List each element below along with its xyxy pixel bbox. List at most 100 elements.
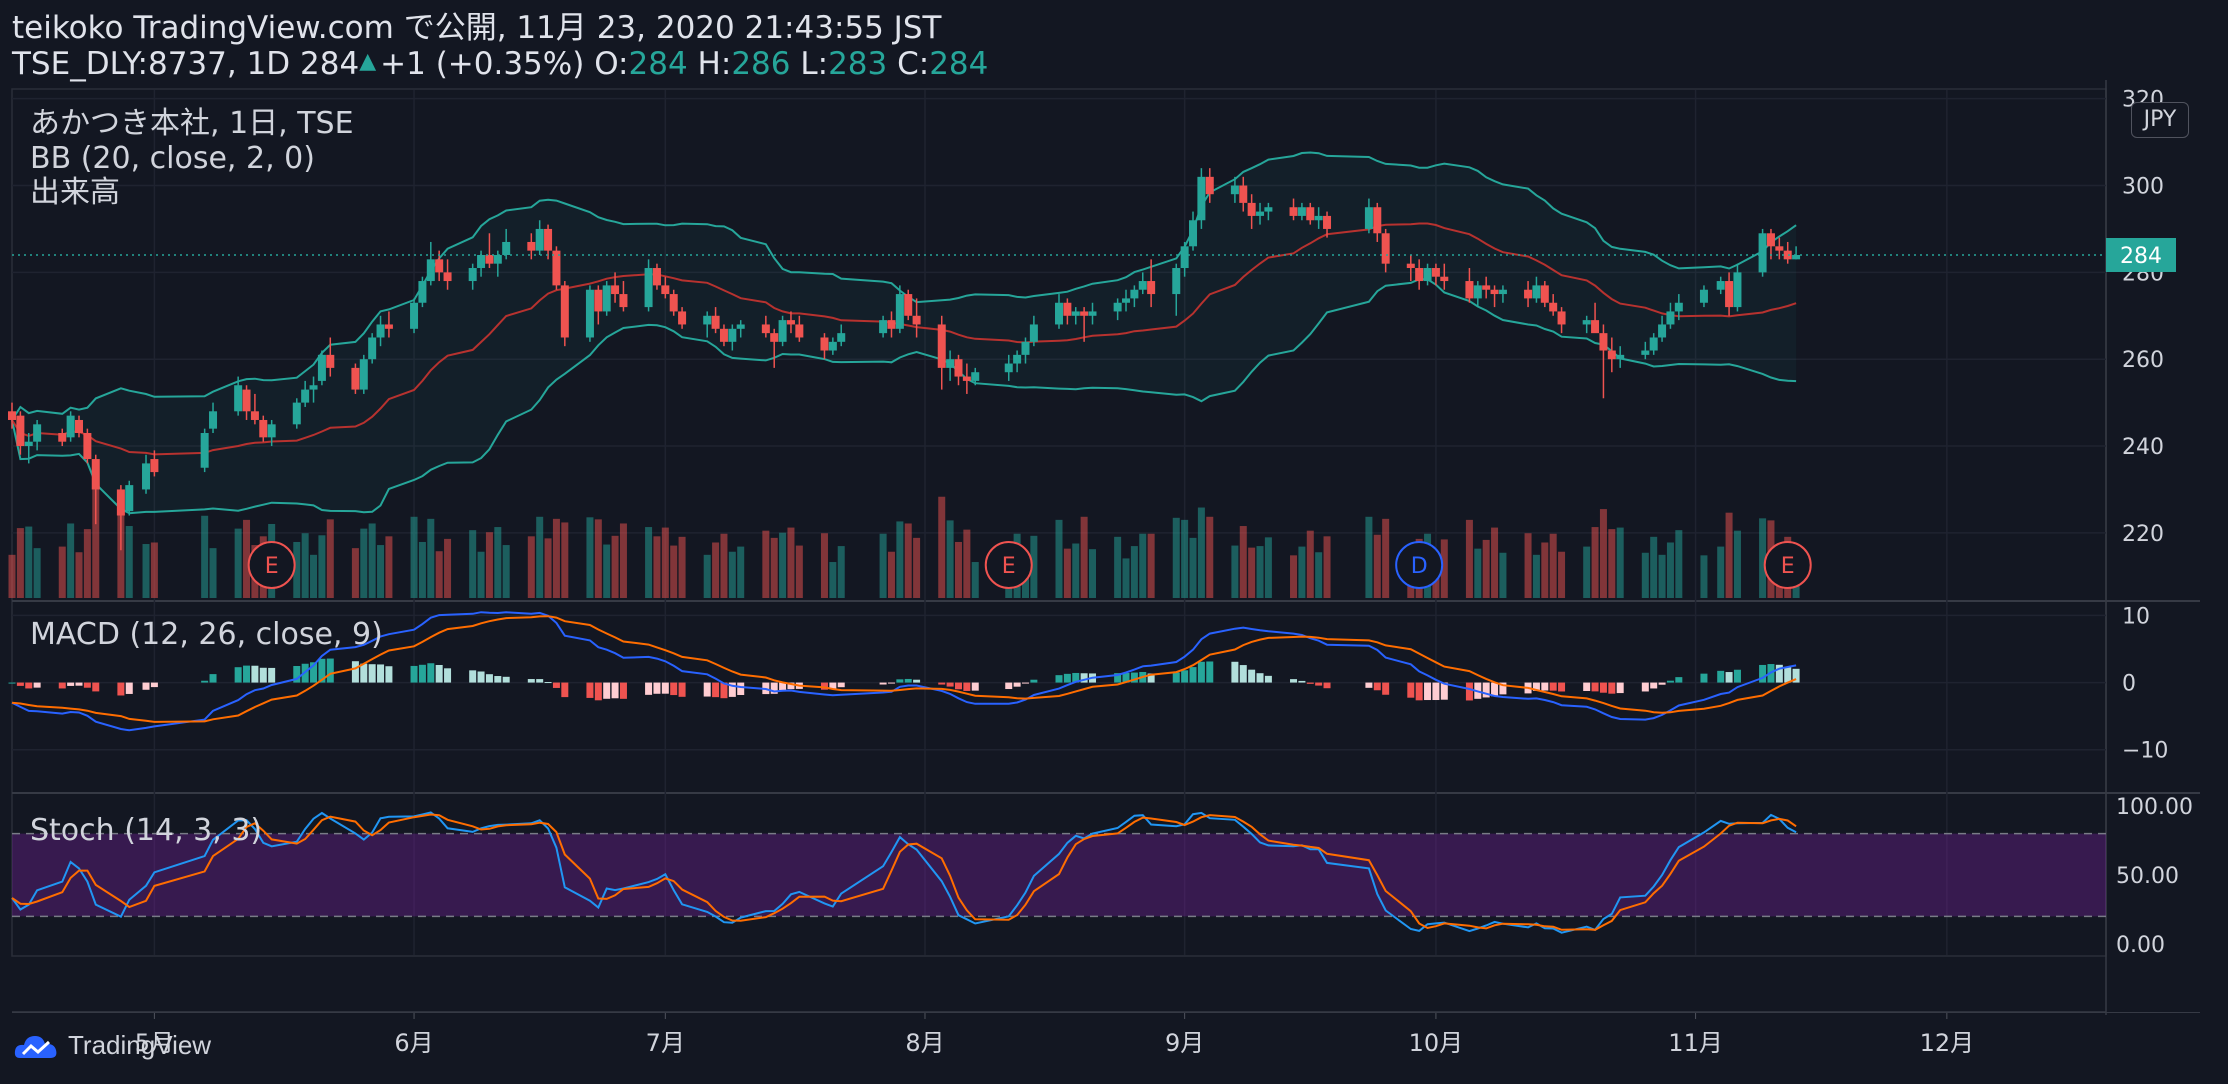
volume-bar [1440,539,1448,598]
volume-bar [1700,555,1708,598]
volume-bar [1239,526,1247,598]
macd-histogram-bar [1440,682,1448,700]
volume-bar [301,533,309,598]
volume-bar [879,533,887,598]
candle-body [1699,289,1708,303]
volume-bar [326,519,334,598]
candle-body [66,415,75,438]
candle [778,315,787,347]
high-value: 286 [731,46,791,82]
stoch-tick-label: 50.00 [2116,864,2179,889]
candle-body [1607,350,1616,360]
candle [1616,346,1625,368]
candle [1180,241,1189,277]
macd-histogram-bar [75,682,83,686]
candle-body [301,389,310,403]
legend-macd: MACD (12, 26, close, 9) [30,617,383,652]
candle [786,311,795,334]
candle-body [1733,272,1742,308]
candle-body [1247,202,1256,216]
candle [962,363,971,394]
candle [125,480,134,516]
macd-histogram-bar [1256,673,1264,683]
candle-body [1549,302,1558,312]
macd-histogram-bar [142,682,150,690]
volume-bar [1089,549,1097,598]
macd-histogram-bar [536,679,544,683]
macd-histogram-bar [904,678,912,683]
volume-bar [125,526,133,598]
high-label: H: [697,46,732,82]
volume-bar [820,533,828,598]
candle [200,428,209,473]
candle-body [1147,281,1156,295]
currency-button[interactable]: JPY [2131,102,2189,138]
volume-bar [594,519,602,598]
candle [937,315,946,390]
candle [837,324,846,347]
volume-bar [310,554,318,598]
candle [8,402,16,429]
macd-histogram-bar [527,679,535,683]
candle [1792,246,1801,260]
candle-body [1013,354,1022,364]
candle-body [1080,311,1089,316]
candle [560,281,569,347]
macd-histogram-bar [1583,682,1591,691]
macd-histogram-bar [150,682,158,688]
volume-bar [1231,545,1239,598]
legend-bb: BB (20, close, 2, 0) [30,141,315,176]
volume-bar [536,516,544,598]
open-value: 284 [628,46,688,82]
candle [1440,263,1449,290]
candle [652,263,661,290]
close-label: C: [897,46,930,82]
candle-body [669,294,678,312]
macd-histogram-bar [586,682,594,698]
candle-body [1289,207,1298,216]
volume-bar [603,544,611,598]
candle [820,333,829,360]
volume-bar [469,530,477,598]
candle-body [652,268,661,286]
legend-stoch: Stoch (14, 3, 3) [30,813,263,848]
volume-bar [938,496,946,598]
macd-histogram-bar [552,682,560,688]
candle [552,246,561,290]
macd-histogram-bar [820,682,828,690]
volume-bar [1583,546,1591,598]
candle-body [267,424,276,438]
candle [142,454,151,494]
volume-bar [1139,533,1147,598]
candle [1733,263,1742,312]
macd-histogram-bar [561,682,569,698]
candle-body [879,320,888,334]
candle-body [468,268,477,282]
volume-bar [477,551,485,598]
macd-histogram-bar [544,682,552,684]
candle [1549,294,1558,316]
candle [971,367,980,386]
x-tick-label: 7月 [646,1029,685,1057]
macd-histogram-bar [1382,682,1390,695]
volume-bar [795,545,803,598]
candle-body [1532,285,1541,299]
stoch-tick-label: 0.00 [2116,933,2165,958]
volume-bar [485,532,493,598]
candle [1247,194,1256,229]
event-circle [1763,541,1812,589]
stoch-tick-label: 100.00 [2116,795,2193,820]
candle [644,259,653,312]
candle [91,454,100,525]
macd-histogram-bar [1725,672,1733,683]
candle-body [1440,276,1449,282]
macd-histogram-bar [1323,682,1331,689]
volume-bar [678,536,686,598]
candle-body [1473,285,1482,299]
candle [1297,202,1306,221]
macd-histogram-bar [1122,672,1130,683]
candle-body [1465,281,1474,299]
candle [703,311,712,338]
candle-body [828,341,837,351]
